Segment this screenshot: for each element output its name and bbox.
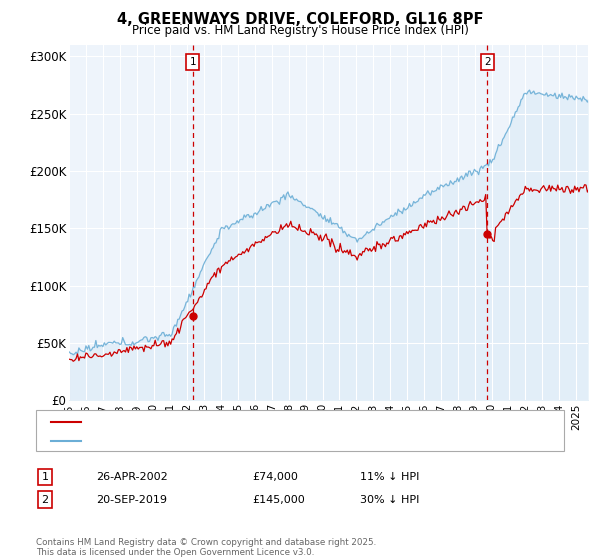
Text: 4, GREENWAYS DRIVE, COLEFORD, GL16 8PF: 4, GREENWAYS DRIVE, COLEFORD, GL16 8PF bbox=[117, 12, 483, 27]
Text: £74,000: £74,000 bbox=[252, 472, 298, 482]
Text: Contains HM Land Registry data © Crown copyright and database right 2025.
This d: Contains HM Land Registry data © Crown c… bbox=[36, 538, 376, 557]
Text: 30% ↓ HPI: 30% ↓ HPI bbox=[360, 494, 419, 505]
Text: 2: 2 bbox=[484, 57, 491, 67]
Text: 1: 1 bbox=[41, 472, 49, 482]
Text: £145,000: £145,000 bbox=[252, 494, 305, 505]
Text: Price paid vs. HM Land Registry's House Price Index (HPI): Price paid vs. HM Land Registry's House … bbox=[131, 24, 469, 37]
Text: 4, GREENWAYS DRIVE, COLEFORD, GL16 8PF (semi-detached house): 4, GREENWAYS DRIVE, COLEFORD, GL16 8PF (… bbox=[87, 417, 443, 427]
Text: HPI: Average price, semi-detached house, Forest of Dean: HPI: Average price, semi-detached house,… bbox=[87, 436, 385, 446]
Text: 26-APR-2002: 26-APR-2002 bbox=[96, 472, 168, 482]
Text: 11% ↓ HPI: 11% ↓ HPI bbox=[360, 472, 419, 482]
Text: 1: 1 bbox=[190, 57, 196, 67]
Text: 2: 2 bbox=[41, 494, 49, 505]
Text: 20-SEP-2019: 20-SEP-2019 bbox=[96, 494, 167, 505]
